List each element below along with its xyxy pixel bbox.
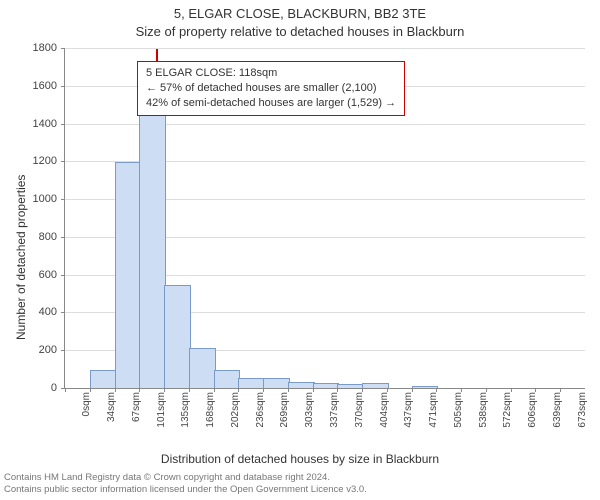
histogram-bar bbox=[214, 370, 241, 388]
xtick-label: 538sqm bbox=[478, 392, 489, 428]
callout-box: 5 ELGAR CLOSE: 118sqm ← 57% of detached … bbox=[137, 61, 405, 116]
xtick-label: 370sqm bbox=[354, 392, 365, 428]
xtick-label: 471sqm bbox=[428, 392, 439, 428]
footer-line2: Contains public sector information licen… bbox=[4, 484, 367, 496]
xtick-mark bbox=[65, 388, 66, 392]
histogram-bar bbox=[263, 378, 290, 388]
ytick-mark bbox=[61, 124, 65, 125]
xtick-mark bbox=[461, 388, 462, 392]
ytick-mark bbox=[61, 350, 65, 351]
ytick-mark bbox=[61, 312, 65, 313]
xtick-mark bbox=[214, 388, 215, 392]
xtick-mark bbox=[511, 388, 512, 392]
xtick-mark bbox=[412, 388, 413, 392]
xtick-label: 135sqm bbox=[180, 392, 191, 428]
xtick-mark bbox=[436, 388, 437, 392]
xtick-mark bbox=[288, 388, 289, 392]
xtick-label: 303sqm bbox=[304, 392, 315, 428]
gridline bbox=[65, 48, 585, 49]
histogram-bar bbox=[164, 285, 191, 388]
ytick-label: 400 bbox=[17, 306, 57, 318]
xtick-mark bbox=[189, 388, 190, 392]
ytick-label: 800 bbox=[17, 231, 57, 243]
xtick-label: 0sqm bbox=[81, 392, 92, 416]
xtick-label: 639sqm bbox=[552, 392, 563, 428]
xtick-label: 67sqm bbox=[131, 392, 142, 422]
xtick-label: 337sqm bbox=[329, 392, 340, 428]
callout-line1: 5 ELGAR CLOSE: 118sqm bbox=[146, 66, 396, 81]
ytick-mark bbox=[61, 86, 65, 87]
histogram-bar bbox=[313, 383, 340, 388]
xtick-label: 202sqm bbox=[230, 392, 241, 428]
xtick-mark bbox=[486, 388, 487, 392]
xtick-mark bbox=[313, 388, 314, 392]
chart-title-line1: 5, ELGAR CLOSE, BLACKBURN, BB2 3TE bbox=[0, 6, 600, 21]
histogram-bar bbox=[288, 382, 315, 388]
xtick-mark bbox=[238, 388, 239, 392]
ytick-label: 1400 bbox=[17, 118, 57, 130]
ytick-label: 200 bbox=[17, 344, 57, 356]
ytick-label: 600 bbox=[17, 269, 57, 281]
xtick-label: 673sqm bbox=[577, 392, 588, 428]
ytick-label: 1800 bbox=[17, 42, 57, 54]
footer-line1: Contains HM Land Registry data © Crown c… bbox=[4, 472, 367, 484]
ytick-mark bbox=[61, 237, 65, 238]
xtick-label: 606sqm bbox=[527, 392, 538, 428]
x-axis-label: Distribution of detached houses by size … bbox=[0, 452, 600, 466]
xtick-label: 269sqm bbox=[279, 392, 290, 428]
xtick-mark bbox=[164, 388, 165, 392]
histogram-bar bbox=[115, 162, 142, 388]
histogram-bar bbox=[412, 386, 439, 388]
xtick-label: 168sqm bbox=[205, 392, 216, 428]
xtick-label: 404sqm bbox=[379, 392, 390, 428]
xtick-mark bbox=[139, 388, 140, 392]
ytick-mark bbox=[61, 48, 65, 49]
histogram-bar bbox=[337, 384, 364, 388]
histogram-bar bbox=[90, 370, 117, 388]
ytick-mark bbox=[61, 275, 65, 276]
histogram-bar bbox=[189, 348, 216, 388]
histogram-bar bbox=[139, 106, 166, 388]
chart-title-line2: Size of property relative to detached ho… bbox=[0, 24, 600, 39]
xtick-mark bbox=[90, 388, 91, 392]
ytick-label: 1200 bbox=[17, 155, 57, 167]
xtick-mark bbox=[535, 388, 536, 392]
xtick-label: 572sqm bbox=[502, 392, 513, 428]
ytick-label: 0 bbox=[17, 382, 57, 394]
chart-plot-area: 0200400600800100012001400160018000sqm34s… bbox=[64, 48, 584, 388]
xtick-mark bbox=[263, 388, 264, 392]
ytick-label: 1600 bbox=[17, 80, 57, 92]
xtick-label: 101sqm bbox=[156, 392, 167, 428]
xtick-label: 505sqm bbox=[453, 392, 464, 428]
xtick-label: 437sqm bbox=[403, 392, 414, 428]
xtick-mark bbox=[362, 388, 363, 392]
plot-region: 0200400600800100012001400160018000sqm34s… bbox=[64, 48, 585, 389]
footer-attribution: Contains HM Land Registry data © Crown c… bbox=[4, 472, 367, 496]
ytick-mark bbox=[61, 199, 65, 200]
ytick-mark bbox=[61, 161, 65, 162]
xtick-label: 34sqm bbox=[106, 392, 117, 422]
xtick-mark bbox=[560, 388, 561, 392]
callout-line3: 42% of semi-detached houses are larger (… bbox=[146, 96, 396, 111]
histogram-bar bbox=[362, 383, 389, 388]
ytick-label: 1000 bbox=[17, 193, 57, 205]
xtick-mark bbox=[337, 388, 338, 392]
xtick-mark bbox=[387, 388, 388, 392]
xtick-label: 236sqm bbox=[255, 392, 266, 428]
chart-container: 5, ELGAR CLOSE, BLACKBURN, BB2 3TE Size … bbox=[0, 0, 600, 500]
xtick-mark bbox=[115, 388, 116, 392]
histogram-bar bbox=[238, 378, 265, 388]
callout-line2: ← 57% of detached houses are smaller (2,… bbox=[146, 81, 396, 96]
